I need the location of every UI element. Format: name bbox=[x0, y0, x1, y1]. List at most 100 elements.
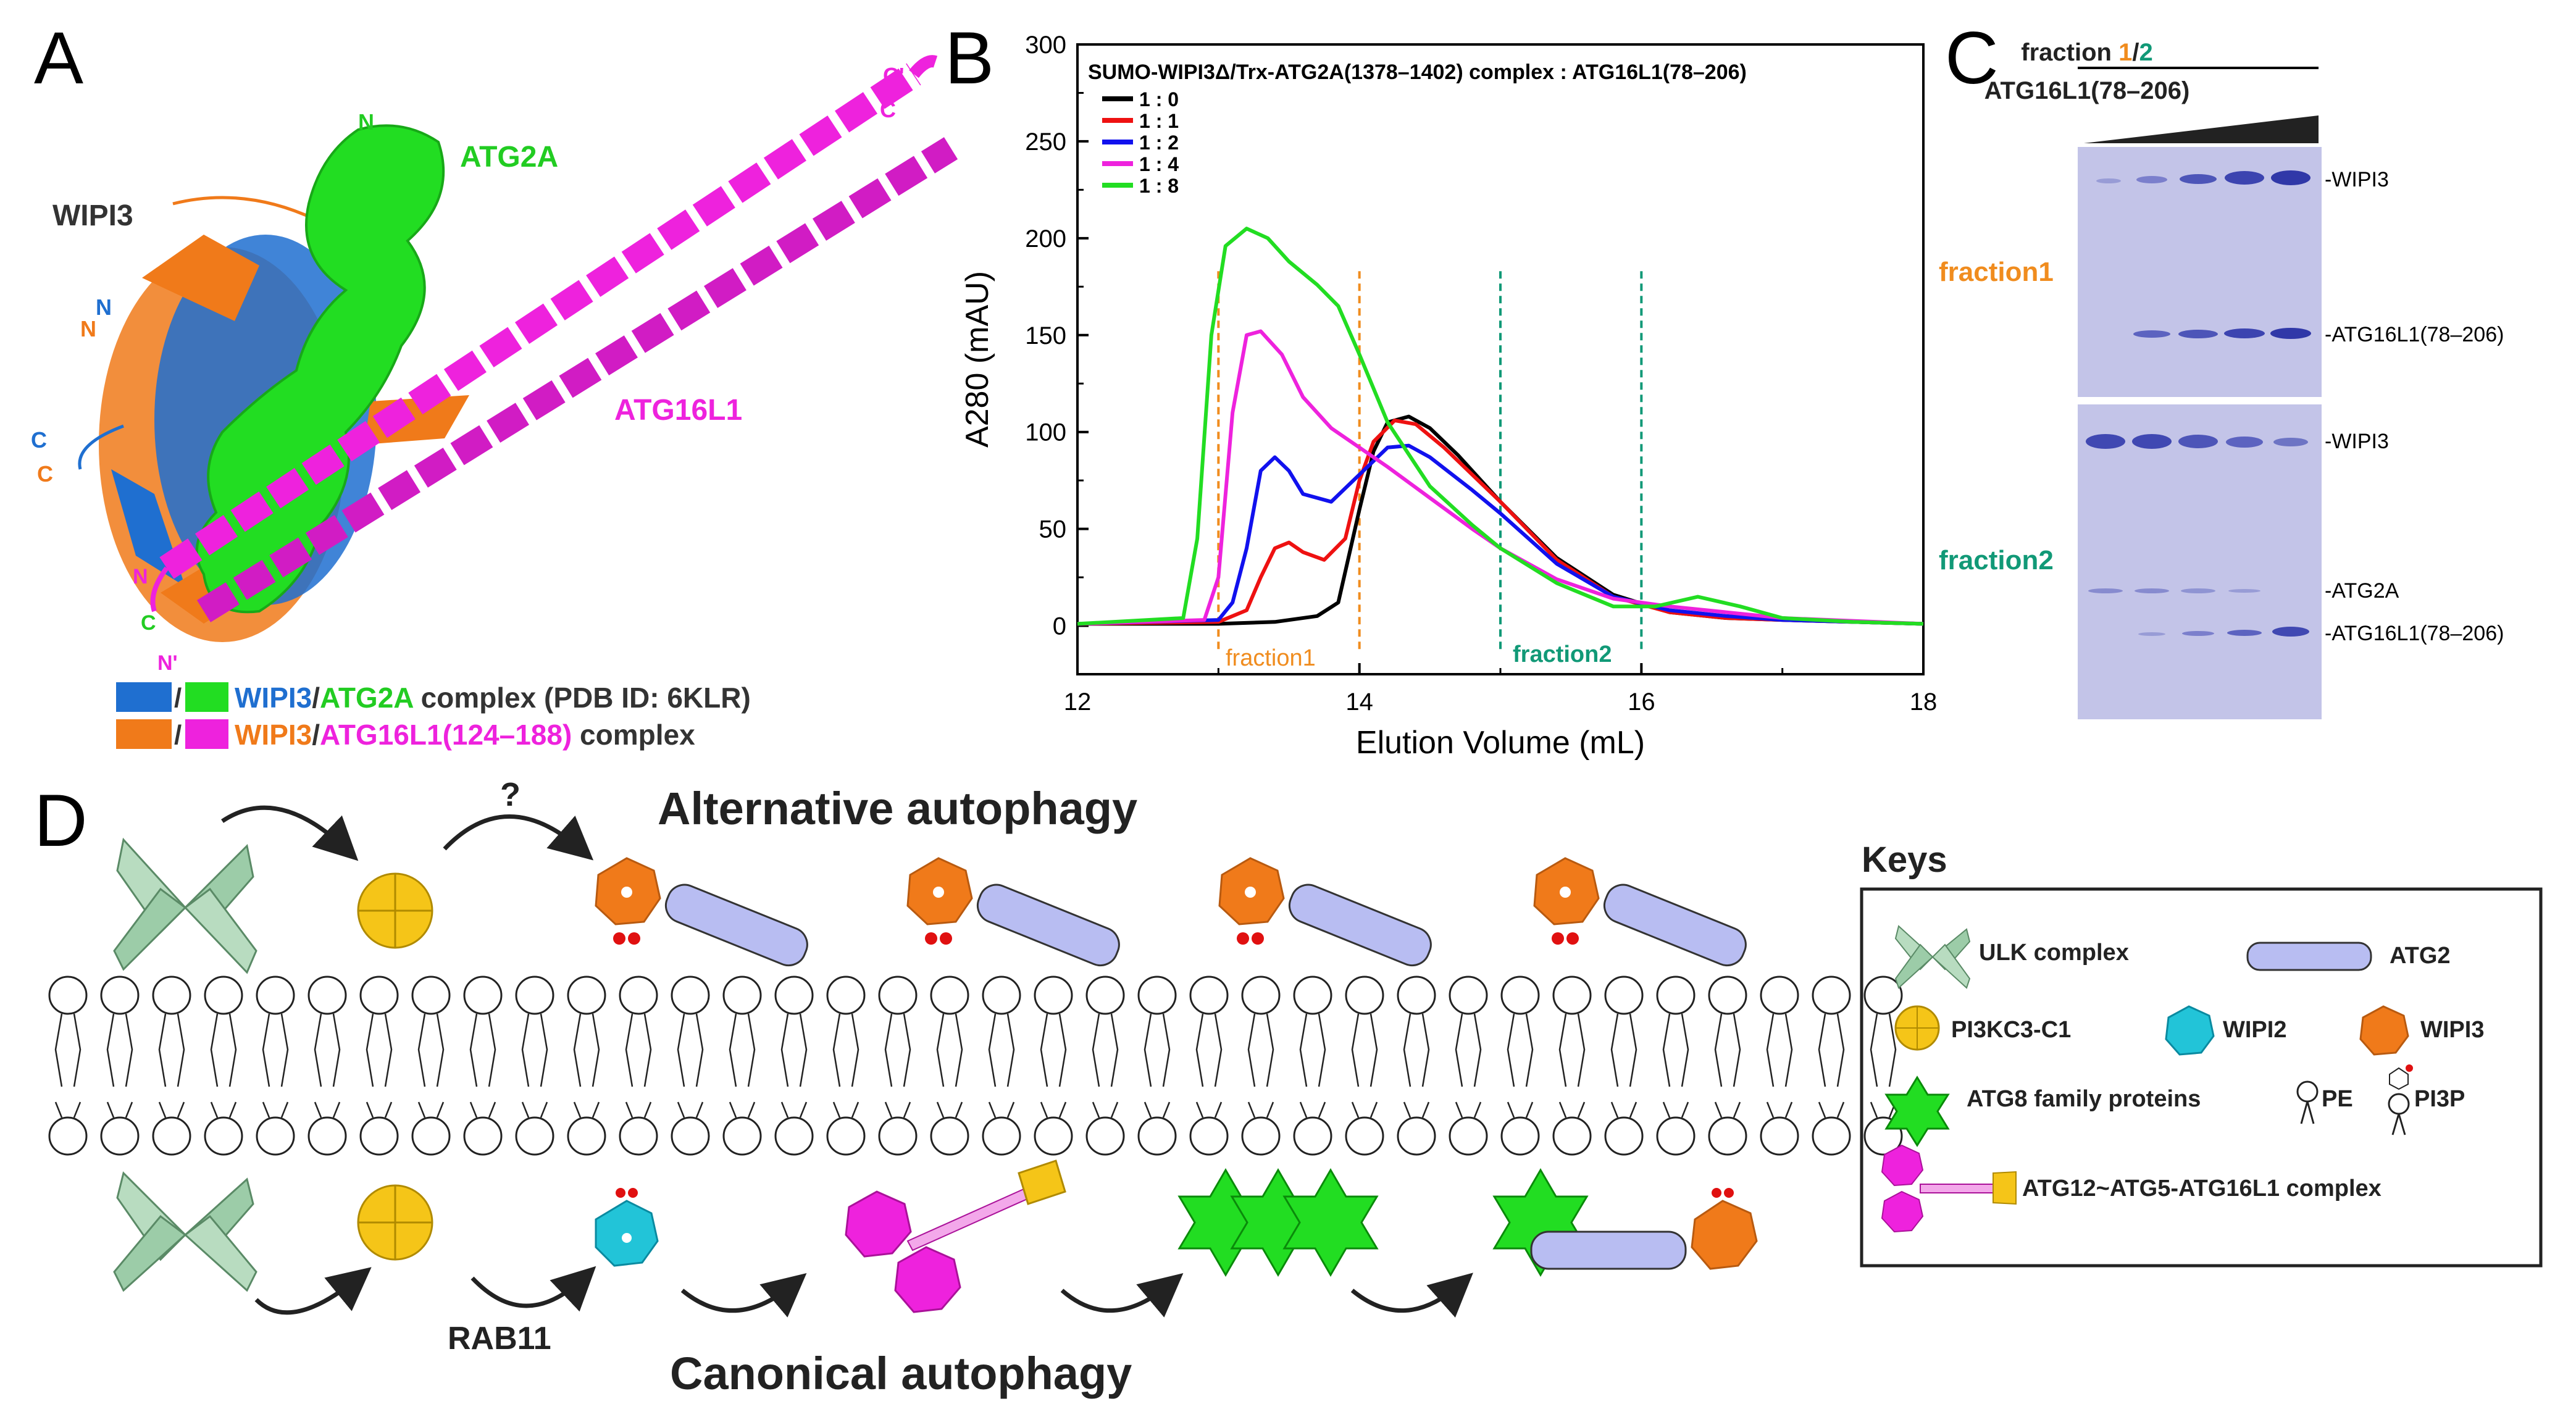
lipid-tail bbox=[1610, 1101, 1637, 1118]
lipid-head-outer bbox=[1760, 976, 1799, 1015]
y-axis: 0 50 100 150 200 250 300 bbox=[1025, 31, 1089, 640]
lipid-tail bbox=[1662, 1013, 1689, 1087]
band-wipi3-f1: -WIPI3 bbox=[2325, 168, 2389, 191]
lipid-tail bbox=[1403, 1101, 1430, 1118]
legend-label: 1 : 2 bbox=[1139, 132, 1179, 154]
legend-label: 1 : 1 bbox=[1139, 110, 1179, 132]
fraction-lines bbox=[1217, 271, 1643, 650]
label-c-prime: C' bbox=[883, 63, 905, 88]
lipid-tail bbox=[832, 1013, 859, 1087]
pi3p-headgroup bbox=[1252, 932, 1264, 945]
panel-letter-b: B bbox=[945, 17, 994, 99]
lipid-tail bbox=[625, 1101, 652, 1118]
lipid-head-inner bbox=[204, 1116, 243, 1156]
lipid-tail bbox=[936, 1101, 963, 1118]
key-pi3p-label: PI3P bbox=[2414, 1086, 2465, 1112]
lipid-head-outer bbox=[982, 976, 1021, 1015]
label-n-atg2a: N bbox=[358, 109, 374, 135]
lipid-head-outer bbox=[1708, 976, 1747, 1015]
lipid-head-outer bbox=[774, 976, 814, 1015]
lipid-head-outer bbox=[1449, 976, 1488, 1015]
legend-wipi3-atg16: WIPI3/ATG16L1(124–188) complex bbox=[235, 719, 695, 751]
lipid-head-outer bbox=[722, 976, 762, 1015]
lipid-tail bbox=[469, 1101, 496, 1118]
lipid-head-outer bbox=[826, 976, 866, 1015]
lipid-head-outer bbox=[930, 976, 969, 1015]
lipid-head-inner bbox=[982, 1116, 1021, 1156]
y-tick-label: 250 bbox=[1025, 128, 1066, 156]
lipid-tail bbox=[106, 1101, 133, 1118]
lipid-head-inner bbox=[1708, 1116, 1747, 1156]
lipid-tail bbox=[210, 1013, 237, 1087]
lipid-tail bbox=[158, 1013, 185, 1087]
label-c-atg2a: C bbox=[141, 611, 156, 635]
rab11-label: RAB11 bbox=[448, 1321, 551, 1356]
lipid-head-inner bbox=[774, 1116, 814, 1156]
pi3p-headgroup bbox=[628, 932, 640, 945]
y-axis-label: A280 (mAU) bbox=[960, 271, 995, 448]
lipid-tail bbox=[1455, 1013, 1482, 1087]
lipid-tail bbox=[573, 1013, 600, 1087]
lipid-tail bbox=[1040, 1013, 1067, 1087]
key-atg8-label: ATG8 family proteins bbox=[1967, 1086, 2201, 1112]
lipid-head-inner bbox=[307, 1116, 347, 1156]
label-atg16l1: ATG16L1 bbox=[614, 394, 742, 427]
lipid-tail bbox=[936, 1013, 963, 1087]
keys-title: Keys bbox=[1862, 840, 1947, 880]
lipid-tail bbox=[1195, 1101, 1223, 1118]
lipid-head-inner bbox=[826, 1116, 866, 1156]
svg-text:/: / bbox=[174, 720, 182, 750]
y-tick-label: 150 bbox=[1025, 322, 1066, 349]
band-atg16-f2: -ATG16L1(78–206) bbox=[2325, 622, 2504, 645]
lipid-head-inner bbox=[878, 1116, 918, 1156]
lipid-head-outer bbox=[1812, 976, 1851, 1015]
lipid-tail bbox=[1092, 1013, 1119, 1087]
gel-fraction1-label: fraction1 bbox=[1939, 257, 2054, 287]
pe-icon bbox=[2296, 1080, 2319, 1124]
lipid-head-inner bbox=[1500, 1116, 1540, 1156]
lipid-head-outer bbox=[48, 976, 88, 1015]
lipid-head-inner bbox=[722, 1116, 762, 1156]
wipi3-key-icon bbox=[2359, 1005, 2409, 1056]
lipid-tail bbox=[1195, 1013, 1223, 1087]
key-wipi3-label: WIPI3 bbox=[2420, 1017, 2484, 1043]
band-atg2a-f2: -ATG2A bbox=[2325, 579, 2399, 603]
lipid-head-inner bbox=[671, 1116, 710, 1156]
atg2-icon bbox=[1288, 884, 1432, 967]
lipid-tail bbox=[1299, 1101, 1326, 1118]
lipid-tail bbox=[780, 1101, 808, 1118]
lipid-head-outer bbox=[619, 976, 658, 1015]
wipi2-icon bbox=[595, 1188, 659, 1267]
key-pe-label: PE bbox=[2322, 1086, 2353, 1112]
lipid-head-outer bbox=[567, 976, 606, 1015]
keys-legend: Keys ULK complex ATG2 PI3KC3-C1 WIPI2 WI… bbox=[1860, 840, 2543, 1268]
lipid-tail bbox=[1714, 1101, 1741, 1118]
pi3kc3-c1-icon bbox=[357, 872, 433, 949]
lipid-head-outer bbox=[359, 976, 399, 1015]
pi3p-headgroup bbox=[613, 932, 625, 945]
atg12-atg5-atg16l1-icon bbox=[845, 1160, 1066, 1313]
lipid-head-outer bbox=[307, 976, 347, 1015]
gel-fraction2 bbox=[2078, 404, 2322, 719]
gel-fraction2-label: fraction2 bbox=[1939, 545, 2054, 575]
lipid-tail bbox=[417, 1013, 445, 1087]
label-c-blue: C bbox=[31, 427, 47, 453]
label-c-orange: C bbox=[37, 461, 53, 487]
lipid-tail bbox=[314, 1013, 341, 1087]
key-pi3k-label: PI3KC3-C1 bbox=[1951, 1017, 2071, 1043]
y-tick-label: 50 bbox=[1039, 516, 1067, 543]
lipid-tail bbox=[106, 1013, 133, 1087]
fraction2-label: fraction2 bbox=[1513, 641, 1612, 667]
lipid-head-outer bbox=[204, 976, 243, 1015]
gel-fraction1 bbox=[2078, 147, 2322, 397]
pi3kc3-c1-icon bbox=[357, 1184, 433, 1261]
pi3p-headgroup bbox=[1566, 932, 1579, 945]
gel-sample-label: ATG16L1(78–206) bbox=[1984, 77, 2190, 104]
lipid-head-inner bbox=[515, 1116, 554, 1156]
lipid-tail bbox=[677, 1013, 704, 1087]
lipid-head-inner bbox=[256, 1116, 295, 1156]
alternative-autophagy-title: Alternative autophagy bbox=[658, 783, 1137, 834]
lipid-head-outer bbox=[671, 976, 710, 1015]
ulk-icon bbox=[1894, 925, 1971, 989]
